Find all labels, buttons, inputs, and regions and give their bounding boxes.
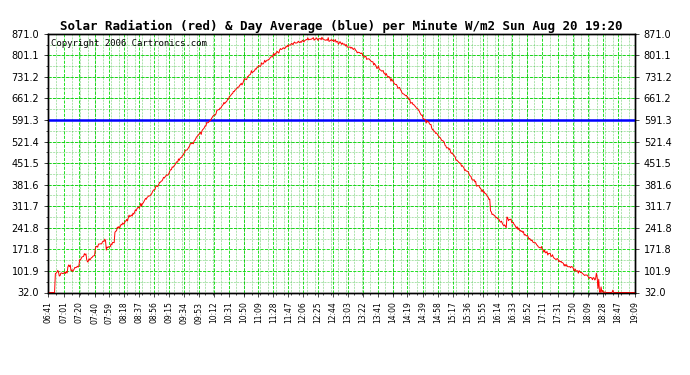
Title: Solar Radiation (red) & Day Average (blue) per Minute W/m2 Sun Aug 20 19:20: Solar Radiation (red) & Day Average (blu… — [60, 20, 623, 33]
Text: Copyright 2006 Cartronics.com: Copyright 2006 Cartronics.com — [51, 39, 207, 48]
